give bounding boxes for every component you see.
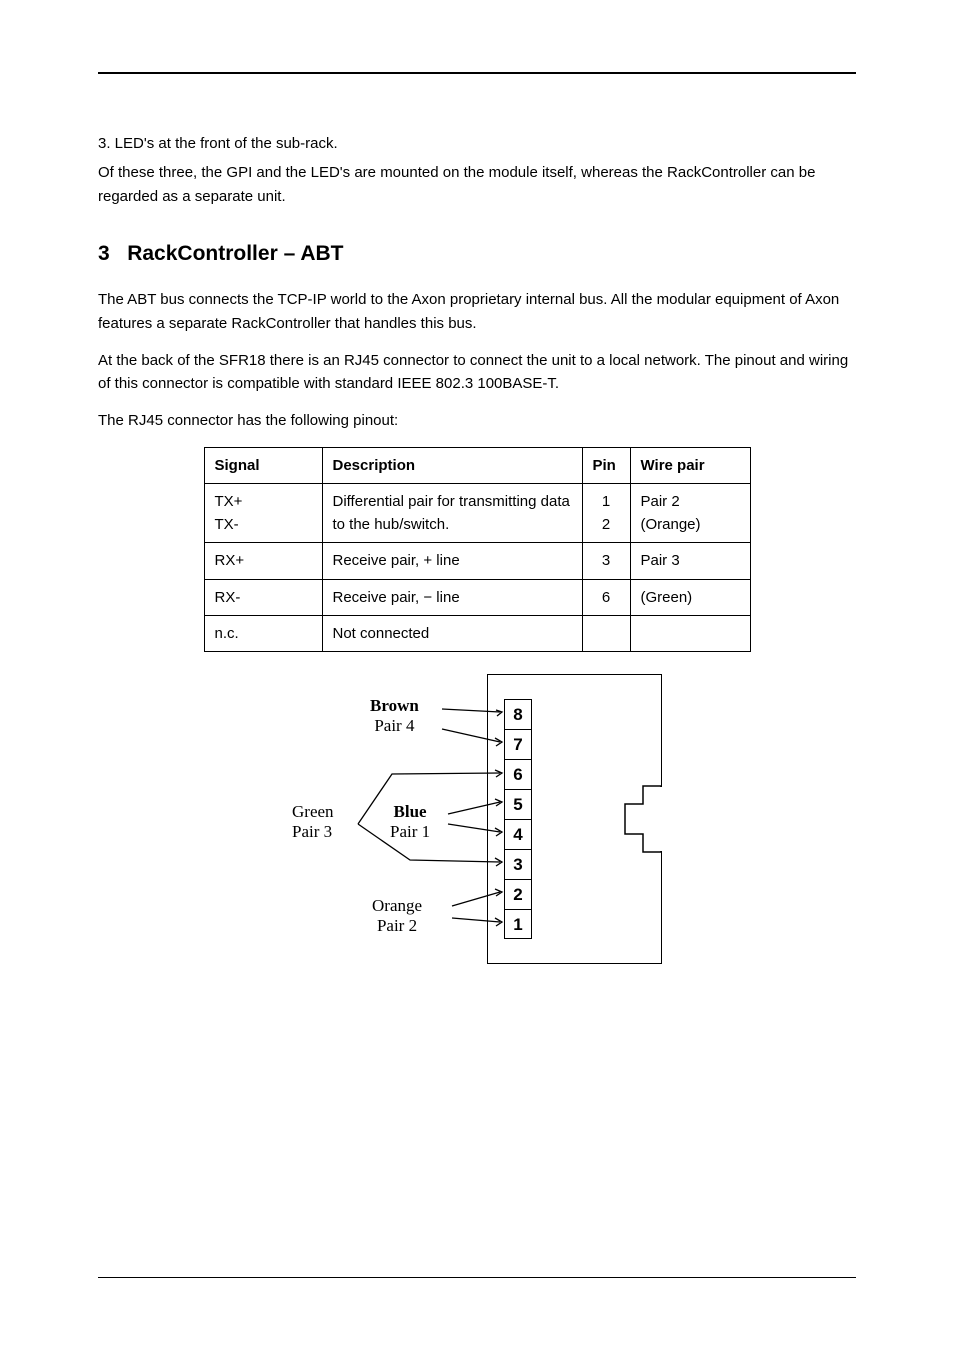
pin-3: 3 [504, 849, 532, 879]
cell-pin: 6 [582, 579, 630, 615]
th-pair: Wire pair [630, 447, 750, 483]
cell-desc: Receive pair, + line [322, 543, 582, 579]
cell-desc: Receive pair, − line [322, 579, 582, 615]
rj45-outline: 8 7 6 5 4 3 2 1 [487, 674, 662, 964]
cell-pin: 1 2 [582, 483, 630, 543]
label-brown: Brown Pair 4 [370, 696, 419, 735]
pin-6: 6 [504, 759, 532, 789]
cell-desc: Differential pair for transmitting data … [322, 483, 582, 543]
footer-rule [98, 1277, 856, 1278]
table-row: TX+ TX- Differential pair for transmitti… [204, 483, 750, 543]
cell-desc: Not connected [322, 615, 582, 651]
paragraph-3: The RJ45 connector has the following pin… [98, 409, 856, 432]
intro-line-1: 3. LED's at the front of the sub-rack. [98, 132, 856, 155]
label-green-name: Green [292, 802, 334, 821]
section-title: 3 RackController – ABT [98, 238, 856, 271]
table-row: RX- Receive pair, − line 6 (Green) [204, 579, 750, 615]
label-brown-name: Brown [370, 696, 419, 715]
intro-block: 2. GPI connection at the SFR18 sub rack.… [98, 132, 856, 208]
pin-8: 8 [504, 699, 532, 729]
section-number: 3 [98, 242, 110, 265]
label-green: Green Pair 3 [292, 802, 334, 841]
label-blue-pair: Pair 1 [390, 822, 430, 841]
label-green-pair: Pair 3 [292, 822, 332, 841]
label-brown-pair: Pair 4 [374, 716, 414, 735]
paragraph-1: The ABT bus connects the TCP-IP world to… [98, 288, 856, 335]
cell-signal: RX- [204, 579, 322, 615]
th-signal: Signal [204, 447, 322, 483]
pin-column: 8 7 6 5 4 3 2 1 [504, 699, 532, 939]
pin-7: 7 [504, 729, 532, 759]
pin-1: 1 [504, 909, 532, 939]
paragraph-2: At the back of the SFR18 there is an RJ4… [98, 349, 856, 396]
label-blue-name: Blue [394, 802, 427, 821]
label-orange-name: Orange [372, 896, 422, 915]
th-pin: Pin [582, 447, 630, 483]
cell-pin [582, 615, 630, 651]
pinout-table: Signal Description Pin Wire pair TX+ TX-… [204, 447, 751, 653]
cell-pin: 3 [582, 543, 630, 579]
intro-line-2: Of these three, the GPI and the LED's ar… [98, 161, 856, 208]
section-heading-text: RackController – ABT [127, 242, 343, 265]
cell-pair: (Green) [630, 579, 750, 615]
rj45-diagram: 8 7 6 5 4 3 2 1 [292, 674, 662, 974]
pin-4: 4 [504, 819, 532, 849]
label-orange: Orange Pair 2 [372, 896, 422, 935]
pin-5: 5 [504, 789, 532, 819]
pin-2: 2 [504, 879, 532, 909]
cell-pair: Pair 2 (Orange) [630, 483, 750, 543]
table-row: RX+ Receive pair, + line 3 Pair 3 [204, 543, 750, 579]
table-row: n.c. Not connected [204, 615, 750, 651]
header-rule [98, 72, 856, 74]
cell-signal: n.c. [204, 615, 322, 651]
cell-signal: RX+ [204, 543, 322, 579]
cell-signal: TX+ TX- [204, 483, 322, 543]
table-header-row: Signal Description Pin Wire pair [204, 447, 750, 483]
cell-pair: Pair 3 [630, 543, 750, 579]
cell-pair [630, 615, 750, 651]
label-orange-pair: Pair 2 [377, 916, 417, 935]
th-desc: Description [322, 447, 582, 483]
label-blue: Blue Pair 1 [390, 802, 430, 841]
